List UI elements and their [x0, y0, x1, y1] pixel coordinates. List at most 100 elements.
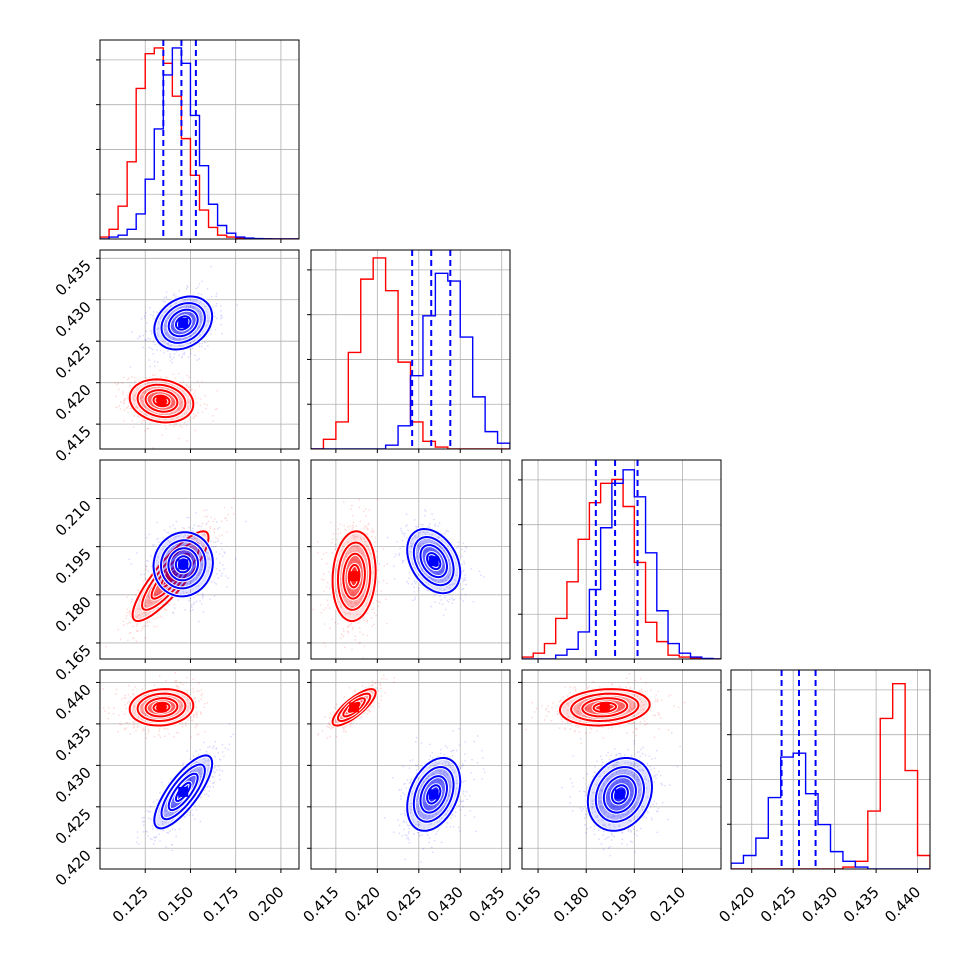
x-tick-label: 0.425	[382, 883, 425, 926]
diag-panel-0	[96, 39, 300, 243]
panel-frame	[99, 459, 300, 660]
contour-blue	[167, 772, 199, 812]
x-tick-label: 0.420	[715, 883, 758, 926]
y-tick-label: 0.425	[52, 805, 95, 848]
x-tick-label: 0.425	[757, 883, 800, 926]
density-peak-blue	[614, 789, 625, 800]
contour-red	[128, 688, 195, 727]
density-peak-blue	[178, 786, 189, 797]
y-tick-label: 0.420	[52, 381, 95, 424]
hist-blue	[731, 752, 930, 869]
scatter-points-blue	[128, 509, 247, 623]
contour-red	[558, 688, 651, 727]
density-peak-red	[156, 395, 167, 406]
contour-red	[331, 530, 377, 623]
contour-blue	[412, 765, 455, 823]
contour-blue	[153, 295, 214, 351]
density-peak-blue	[178, 559, 189, 570]
contour-blue	[412, 535, 455, 587]
x-tick-label: 0.435	[840, 883, 883, 926]
panel-frame	[310, 459, 511, 660]
contour-blue	[602, 775, 637, 814]
contour-red	[342, 552, 366, 600]
contour-red	[581, 697, 629, 718]
contour-blue	[594, 766, 646, 823]
contour-blue	[426, 552, 442, 571]
contour-blue	[419, 775, 449, 814]
panel-frame	[99, 39, 300, 240]
x-tick-label: 0.210	[646, 883, 689, 926]
panel-frame	[99, 249, 300, 450]
x-tick-label: 0.430	[798, 883, 841, 926]
y-tick-label: 0.180	[52, 593, 95, 636]
panel-frame	[521, 669, 722, 870]
x-tick-label: 0.440	[881, 883, 924, 926]
density-peak-red	[599, 702, 610, 713]
scatter-panel-2-1	[307, 459, 511, 663]
x-tick-label: 0.180	[550, 883, 593, 926]
scatter-panel-3-2: 0.165 0.180 0.195 0.210	[502, 669, 722, 926]
contour-blue	[406, 756, 462, 832]
contour-blue	[426, 784, 442, 805]
x-tick-label: 0.415	[300, 883, 343, 926]
x-tick-label: 0.200	[245, 883, 288, 926]
contour-red	[336, 541, 372, 611]
y-tick-label: 0.435	[52, 722, 95, 765]
panel-frame	[310, 249, 511, 450]
density-peak-red	[349, 571, 360, 582]
contour-red	[144, 389, 179, 413]
diag-panel-1	[307, 249, 511, 453]
x-tick-label: 0.430	[424, 883, 467, 926]
contour-blue	[174, 555, 192, 574]
x-tick-label: 0.150	[154, 883, 197, 926]
contour-red	[136, 692, 187, 723]
y-tick-label: 0.415	[52, 422, 95, 465]
panel-frame	[310, 669, 511, 870]
contour-blue	[167, 308, 199, 338]
contour-red	[336, 692, 372, 723]
contour-blue	[406, 527, 462, 595]
density-peak-blue	[428, 789, 439, 800]
contour-blue	[160, 763, 206, 821]
x-tick-label: 0.125	[109, 883, 152, 926]
y-tick-label: 0.425	[52, 339, 95, 382]
contour-red	[347, 564, 361, 589]
y-tick-label: 0.195	[52, 545, 95, 588]
contour-blue	[419, 544, 449, 579]
density-peak-blue	[178, 317, 189, 328]
y-tick-label: 0.430	[52, 763, 95, 806]
contour-red	[144, 697, 179, 718]
contour-blue	[586, 757, 654, 832]
density-peak-red	[156, 702, 167, 713]
hist-blue	[311, 272, 510, 449]
hist-blue	[522, 469, 721, 659]
x-tick-label: 0.165	[502, 883, 545, 926]
contour-blue	[610, 784, 629, 805]
hist-red	[522, 478, 721, 659]
contour-red	[592, 701, 618, 713]
density-peak-blue	[428, 556, 439, 567]
diag-panel-2	[518, 459, 722, 663]
y-tick-label: 0.430	[52, 298, 95, 341]
x-tick-label: 0.435	[465, 883, 508, 926]
x-tick-label: 0.175	[199, 883, 242, 926]
density-peak-red	[349, 702, 360, 713]
scatter-panel-2-0: 0.165 0.180 0.195 0.210	[52, 459, 300, 684]
y-tick-label: 0.440	[52, 681, 95, 724]
contour-red	[342, 697, 366, 718]
contour-blue	[159, 539, 207, 590]
panel-frame	[730, 669, 931, 870]
y-tick-label: 0.420	[52, 846, 95, 889]
x-tick-label: 0.420	[341, 883, 384, 926]
contour-blue	[153, 754, 214, 830]
y-tick-label: 0.210	[52, 497, 95, 540]
contour-blue	[160, 302, 206, 344]
contour-blue	[167, 547, 200, 582]
contour-red	[136, 383, 187, 419]
hist-red	[311, 257, 510, 449]
contour-red	[331, 688, 377, 727]
